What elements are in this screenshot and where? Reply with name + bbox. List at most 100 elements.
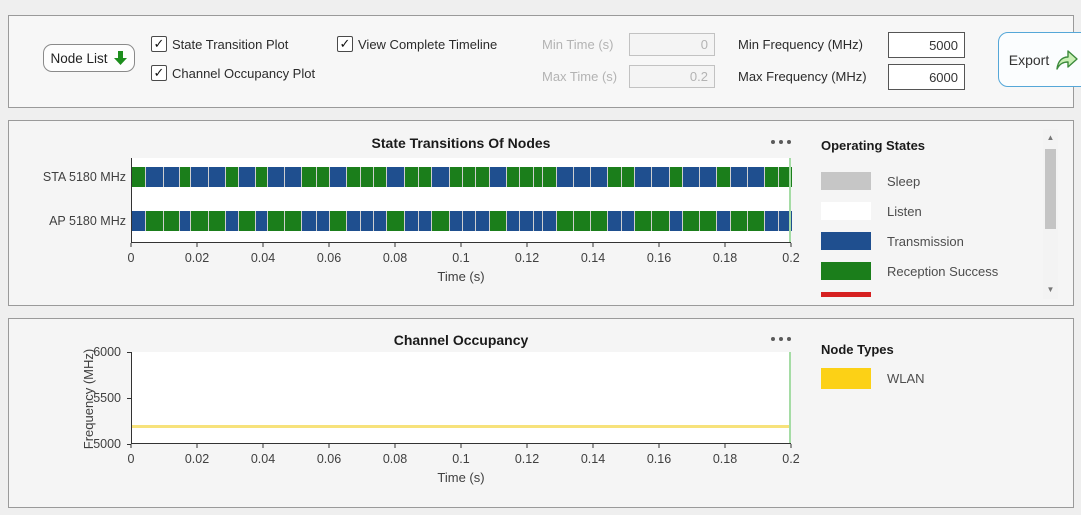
state-plot-options-icon[interactable] <box>771 140 801 144</box>
occupancy-plot-options-icon[interactable] <box>771 337 801 341</box>
state-segment-reception <box>764 167 778 187</box>
operating-states-legend-title: Operating States <box>821 138 926 153</box>
state-segment-transmission <box>651 167 669 187</box>
state-segment-transmission <box>403 211 418 231</box>
state-segment-transmission <box>729 167 748 187</box>
legend-label: Sleep <box>887 173 921 189</box>
node-list-button[interactable]: Node List <box>43 44 135 72</box>
state-segment-reception <box>207 211 225 231</box>
x-tick-mark <box>724 444 726 448</box>
occupancy-plot-axes <box>131 352 791 444</box>
x-tick-label: 0.2 <box>782 452 800 466</box>
state-segment-reception <box>431 211 449 231</box>
wlan-occupancy-band <box>132 425 791 429</box>
x-tick-mark <box>658 243 660 247</box>
state-segment-transmission <box>532 211 543 231</box>
legend-swatch <box>821 202 871 220</box>
x-tick-label: 0.14 <box>580 251 606 265</box>
x-tick-label: 0.12 <box>514 452 540 466</box>
state-transitions-panel: State Transitions Of Nodes STA 5180 MHz … <box>8 120 1074 306</box>
x-tick-label: 0.18 <box>712 251 738 265</box>
y-tick-label: 5000 <box>93 437 121 451</box>
x-tick-label: 0 <box>127 452 135 466</box>
state-segment-transmission <box>284 167 302 187</box>
export-button[interactable]: Export <box>998 32 1081 87</box>
x-tick-mark <box>592 243 594 247</box>
scrollbar-thumb[interactable] <box>1045 149 1056 229</box>
x-tick-mark <box>724 243 726 247</box>
state-segment-reception <box>488 211 506 231</box>
legend-item-listen: Listen <box>821 201 922 221</box>
state-segment-reception <box>532 167 543 187</box>
x-tick-mark <box>658 444 660 448</box>
timeline-end-marker <box>789 158 791 242</box>
x-tick-label: 0.06 <box>316 452 342 466</box>
x-tick-mark <box>790 243 792 247</box>
scrollbar-down-icon[interactable]: ▼ <box>1046 285 1055 294</box>
state-segment-reception <box>729 211 748 231</box>
state-segment-reception <box>542 167 556 187</box>
state-plot-x-axis: 0 0.02 0.04 0.06 0.08 0.1 0.12 0.14 0.16 0.18 0.2 <box>127 243 800 273</box>
max-time-input <box>629 65 715 88</box>
row-label-ap: AP 5180 MHz <box>49 214 126 228</box>
x-tick-mark <box>526 243 528 247</box>
x-tick-label: 0.1 <box>452 452 470 466</box>
y-tick-mark <box>127 444 131 445</box>
x-tick-label: 0.16 <box>646 452 672 466</box>
occupancy-plot-x-axis: 0 0.02 0.04 0.06 0.08 0.1 0.12 0.14 0.16 0.18 0.2 <box>127 444 800 474</box>
checkbox-channel-occupancy-plot[interactable]: ✓ Channel Occupancy Plot <box>151 64 315 82</box>
legend-item-reception-success: Reception Success <box>821 261 998 281</box>
state-segment-transmission <box>224 211 239 231</box>
x-tick-label: 0 <box>127 251 135 265</box>
state-segment-transmission <box>373 211 387 231</box>
checkbox-box[interactable]: ✓ <box>151 36 167 52</box>
x-tick-label: 0.18 <box>712 452 738 466</box>
checkbox-view-complete-timeline[interactable]: ✓ View Complete Timeline <box>337 35 497 53</box>
state-segment-transmission <box>132 211 146 231</box>
state-segment-reception <box>699 211 717 231</box>
state-segment-transmission <box>461 211 476 231</box>
x-tick-label: 0.14 <box>580 452 606 466</box>
checkbox-state-transition-plot[interactable]: ✓ State Transition Plot <box>151 35 288 53</box>
x-tick-label: 0.2 <box>782 251 800 265</box>
partial-legend-swatch <box>821 292 871 297</box>
export-label: Export <box>1008 51 1050 68</box>
state-segment-reception <box>634 211 652 231</box>
state-segment-transmission <box>145 167 163 187</box>
legend-scrollbar[interactable]: ▲ ▼ <box>1043 129 1058 299</box>
ap-state-bar <box>132 211 792 231</box>
state-segment-transmission <box>634 167 652 187</box>
max-frequency-input[interactable] <box>888 64 965 90</box>
y-tick-label: 5500 <box>93 391 121 405</box>
checkbox-label: Channel Occupancy Plot <box>172 65 316 81</box>
state-segment-transmission <box>620 211 635 231</box>
y-tick-mark <box>127 398 131 399</box>
legend-label: WLAN <box>887 370 925 386</box>
x-tick-mark <box>262 444 264 448</box>
state-segment-reception <box>777 167 792 187</box>
x-tick-label: 0.04 <box>250 452 276 466</box>
occupancy-plot-y-tickmarks <box>127 352 131 445</box>
state-segment-reception <box>238 211 256 231</box>
state-segment-reception <box>190 211 208 231</box>
state-segment-reception <box>681 211 700 231</box>
min-frequency-input[interactable] <box>888 32 965 58</box>
state-segment-reception <box>284 211 302 231</box>
state-segment-transmission <box>359 211 374 231</box>
min-time-input <box>629 33 715 56</box>
state-segment-transmission <box>266 167 285 187</box>
scrollbar-up-icon[interactable]: ▲ <box>1046 133 1055 142</box>
state-segment-reception <box>716 167 730 187</box>
checkbox-box[interactable]: ✓ <box>151 65 167 81</box>
state-segment-reception <box>255 167 267 187</box>
state-segment-transmission <box>255 211 267 231</box>
channel-occupancy-panel: Channel Occupancy Frequency (MHz) 6000 55… <box>8 318 1074 508</box>
state-segment-transmission <box>699 167 717 187</box>
state-segment-reception <box>747 211 765 231</box>
state-segment-reception <box>590 211 608 231</box>
checkbox-box[interactable]: ✓ <box>337 36 353 52</box>
state-segment-reception <box>145 211 163 231</box>
state-segment-transmission <box>178 211 191 231</box>
legend-item-sleep: Sleep <box>821 171 920 191</box>
x-tick-label: 0.06 <box>316 251 342 265</box>
